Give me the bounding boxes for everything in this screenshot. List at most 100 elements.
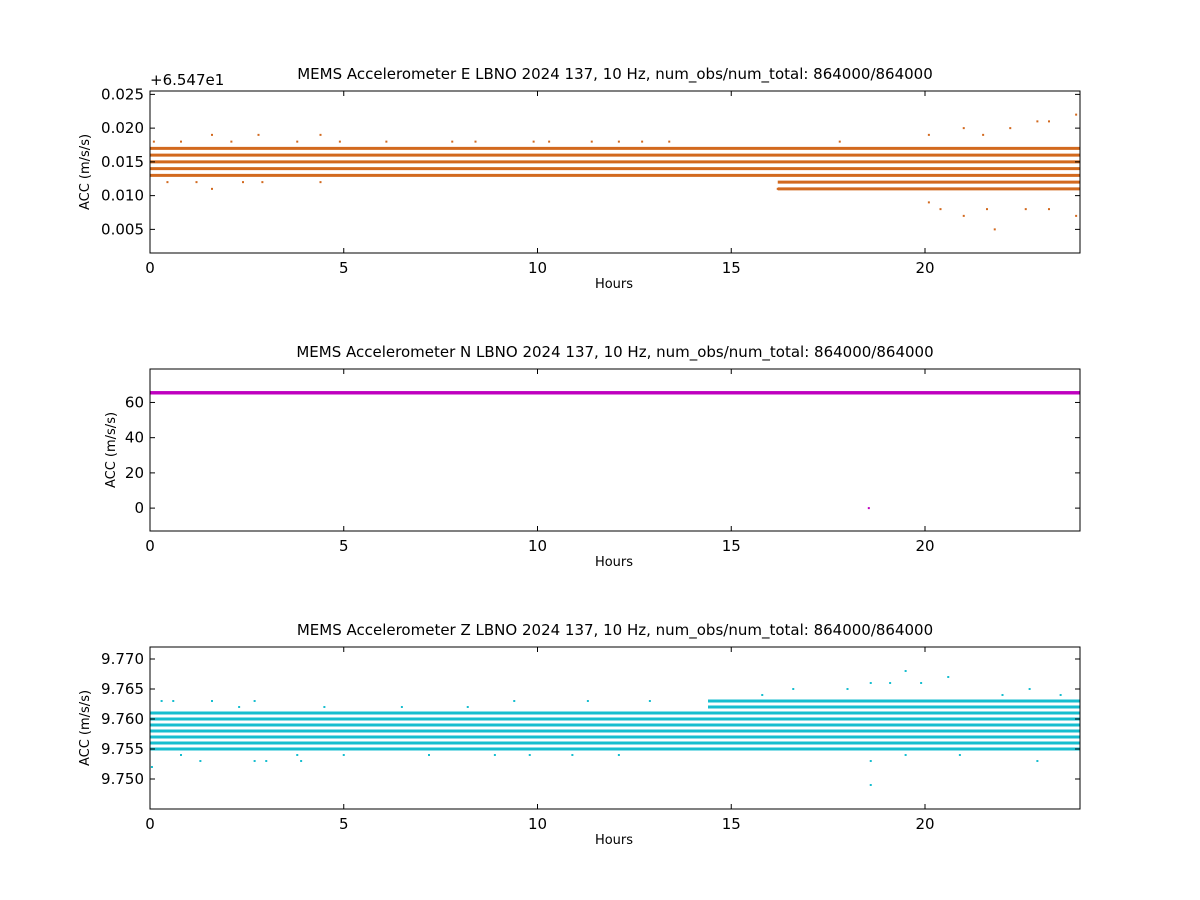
y-tick-label-n-1: 20	[125, 464, 144, 482]
x-tick-label-z-0: 0	[145, 815, 155, 833]
point-e-17	[474, 140, 477, 143]
point-z-1	[160, 700, 163, 702]
point-e-19	[548, 140, 551, 143]
point-e-11	[319, 133, 322, 136]
point-z-33	[904, 670, 907, 672]
point-z-21	[586, 700, 589, 702]
point-e-28	[927, 201, 930, 204]
point-e-8	[257, 133, 260, 136]
axes-frame-e	[149, 90, 1081, 254]
point-z-20	[571, 754, 574, 756]
x-tick-label-e-3: 15	[722, 259, 741, 277]
point-e-10	[296, 140, 299, 143]
point-z-17	[493, 754, 496, 756]
y-tick-label-e-4: 0.025	[101, 85, 144, 103]
point-z-25	[761, 694, 764, 696]
point-z-6	[238, 706, 241, 708]
point-z-24	[738, 748, 740, 750]
point-z-15	[428, 754, 430, 756]
plot-area-z: 0 5 10 15 20 9.750 9.755 9.760 9.765 9.770	[101, 646, 1081, 833]
point-e-33	[986, 208, 988, 211]
point-z-26	[792, 688, 795, 690]
y-tick-label-z-1: 9.755	[101, 740, 144, 758]
point-z-31	[869, 784, 872, 786]
point-z-4	[199, 760, 202, 762]
point-e-36	[1024, 208, 1027, 211]
y-tick-label-n-0: 0	[134, 499, 144, 517]
x-tick-label-z-3: 15	[722, 815, 741, 833]
point-e-35	[1009, 127, 1012, 130]
point-z-38	[1001, 694, 1004, 696]
point-z-0	[150, 766, 153, 768]
x-tick-label-n-2: 10	[528, 537, 547, 555]
point-e-21	[617, 140, 620, 143]
title-n: MEMS Accelerometer N LBNO 2024 137, 10 H…	[296, 343, 933, 362]
point-e-22	[641, 140, 644, 143]
plot-area-e: 0 5 10 15 20 0.005 0.010 0.015 0.020 0.025	[101, 85, 1081, 277]
point-z-39	[1028, 688, 1031, 690]
axes-frame-z	[149, 646, 1081, 810]
point-z-30	[869, 760, 872, 762]
y-tick-label-z-3: 9.765	[101, 680, 144, 698]
panel-e: 0 5 10 15 20 0.005 0.010 0.015 0.020 0.025 MEMS A…	[78, 65, 1081, 292]
point-e-38	[1048, 120, 1050, 123]
point-n-0	[867, 507, 870, 510]
point-e-1	[166, 181, 169, 184]
point-e-39	[1048, 208, 1050, 211]
y-axis-label-n: ACC (m/s/s)	[104, 412, 119, 488]
point-e-25	[838, 140, 841, 143]
y-tick-label-e-3: 0.020	[101, 119, 144, 137]
panel-n: 0 5 10 15 20 0 20 40 60 MEMS Accelerometer N LBN…	[104, 343, 1081, 570]
point-z-28	[846, 688, 849, 690]
point-z-9	[265, 760, 268, 762]
point-e-27	[927, 133, 930, 136]
y-tick-label-z-2: 9.760	[101, 710, 144, 728]
point-e-13	[338, 140, 341, 143]
title-z: MEMS Accelerometer Z LBNO 2024 137, 10 H…	[297, 621, 933, 640]
x-tick-label-e-2: 10	[528, 259, 547, 277]
point-e-18	[532, 140, 535, 143]
point-e-6	[230, 140, 233, 143]
x-axis-label-z: Hours	[595, 833, 633, 848]
point-e-0	[152, 140, 155, 143]
point-z-3	[180, 754, 182, 756]
point-z-19	[528, 754, 531, 756]
x-tick-label-z-1: 5	[339, 815, 349, 833]
point-z-22	[617, 754, 620, 756]
point-z-29	[869, 682, 872, 684]
point-z-13	[342, 754, 345, 756]
point-z-41	[1059, 694, 1062, 696]
point-e-20	[590, 140, 593, 143]
point-z-2	[172, 700, 175, 702]
point-e-41	[1075, 214, 1078, 217]
point-e-14	[385, 140, 388, 143]
point-e-3	[195, 181, 198, 184]
point-z-12	[323, 706, 326, 708]
point-e-9	[261, 181, 264, 184]
point-e-7	[242, 181, 244, 184]
x-tick-label-n-1: 5	[339, 537, 349, 555]
point-z-14	[400, 706, 403, 708]
point-z-40	[1036, 760, 1039, 762]
y-tick-label-n-2: 40	[125, 429, 144, 447]
x-axis-label-e: Hours	[595, 277, 633, 292]
point-z-36	[947, 676, 950, 678]
x-tick-label-n-4: 20	[915, 537, 934, 555]
point-e-26	[873, 187, 876, 190]
point-e-4	[211, 133, 213, 136]
point-z-18	[513, 700, 516, 702]
y-tick-label-e-2: 0.015	[101, 153, 144, 171]
point-e-5	[211, 187, 213, 190]
y-offset-label-e: +6.547e1	[150, 71, 224, 89]
point-e-37	[1036, 120, 1039, 123]
point-z-7	[253, 700, 256, 702]
point-z-10	[296, 754, 299, 756]
x-tick-label-z-4: 20	[915, 815, 934, 833]
point-e-32	[982, 133, 985, 136]
point-z-16	[466, 706, 469, 708]
title-e: MEMS Accelerometer E LBNO 2024 137, 10 H…	[297, 65, 933, 84]
point-e-12	[319, 181, 322, 184]
point-e-24	[776, 187, 779, 190]
